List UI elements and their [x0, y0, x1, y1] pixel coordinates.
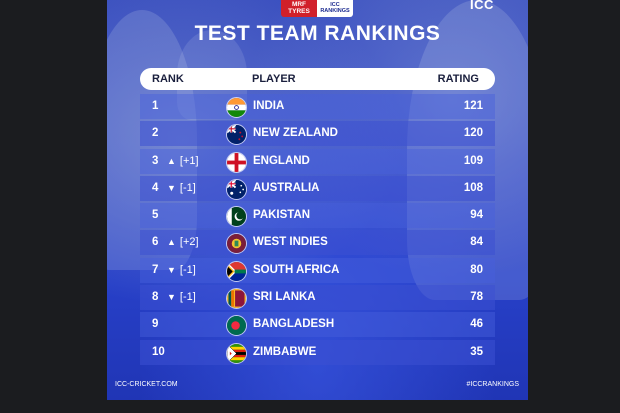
- table-row: 4 ▼ [-1] AUSTRALIA 108: [140, 175, 495, 201]
- rating-cell: 84: [470, 236, 483, 249]
- table-row: 8 ▼ [-1] SRI LANKA 78: [140, 285, 495, 311]
- sponsor-logo: MRF TYRES ICC RANKINGS: [281, 0, 353, 17]
- page-title: TEST TEAM RANKINGS: [194, 22, 441, 45]
- team-name: BANGLADESH: [253, 318, 335, 331]
- zimbabwe-flag-icon: [226, 342, 247, 364]
- table-row: 9 BANGLADESH 46: [140, 312, 495, 338]
- footer-hashtag: #ICCRANKINGS: [466, 381, 519, 388]
- rankings-table: 1 INDIA 121 2 NEW ZEALAND 120 3 ▲ [+1] ENGLAND 109…: [140, 94, 495, 367]
- rank-cell: 1: [152, 100, 159, 112]
- rating-cell: 109: [463, 154, 483, 167]
- rank-cell: 4: [152, 181, 159, 194]
- rank-movement: ▼ [-1]: [167, 291, 196, 303]
- header-rating: RATING: [437, 73, 479, 85]
- australia-flag-icon: [226, 178, 247, 200]
- south-africa-flag-icon: [226, 260, 247, 282]
- header-rank: RANK: [152, 73, 184, 85]
- rank-change: [+2]: [179, 236, 199, 249]
- table-row: 6 ▲ [+2] WEST INDIES 84: [140, 230, 495, 256]
- rank-movement: ▼ [-1]: [167, 182, 196, 194]
- down-arrow-icon: ▼: [167, 264, 176, 275]
- table-row: 1 INDIA 121: [140, 94, 495, 119]
- bangladesh-flag-icon: [226, 315, 247, 337]
- rank-change: [-1]: [179, 181, 196, 194]
- team-name: ENGLAND: [253, 154, 310, 167]
- rankings-card: MRF TYRES ICC RANKINGS ICC TEST TEAM RAN…: [107, 0, 528, 400]
- table-header: RANK PLAYER RATING: [140, 68, 495, 90]
- rating-cell: 121: [463, 100, 483, 112]
- rank-cell: 6: [152, 236, 159, 249]
- team-name: NEW ZEALAND: [253, 127, 338, 140]
- rating-cell: 80: [470, 263, 483, 276]
- sri-lanka-flag-icon: [226, 288, 247, 310]
- rank-change: [+1]: [179, 154, 199, 167]
- down-arrow-icon: ▼: [167, 292, 176, 303]
- table-row: 2 NEW ZEALAND 120: [140, 121, 495, 147]
- rating-cell: 120: [463, 127, 483, 140]
- rank-cell: 3: [152, 154, 159, 167]
- rating-cell: 108: [463, 181, 483, 194]
- new-zealand-flag-icon: [226, 124, 247, 146]
- rank-cell: 2: [152, 127, 159, 140]
- rating-cell: 94: [470, 209, 483, 222]
- rank-cell: 10: [152, 345, 165, 358]
- table-row: 5 PAKISTAN 94: [140, 203, 495, 229]
- team-name: ZIMBABWE: [253, 345, 317, 358]
- header-player: PLAYER: [252, 73, 296, 85]
- rank-movement: ▼ [-1]: [167, 264, 196, 276]
- team-name: INDIA: [253, 100, 285, 112]
- table-row: 3 ▲ [+1] ENGLAND 109: [140, 148, 495, 174]
- rating-cell: 46: [470, 318, 483, 331]
- team-name: AUSTRALIA: [253, 181, 320, 194]
- footer-website: ICC-CRICKET.COM: [115, 381, 178, 388]
- table-row: 7 ▼ [-1] SOUTH AFRICA 80: [140, 257, 495, 283]
- team-name: WEST INDIES: [253, 236, 328, 249]
- down-arrow-icon: ▼: [167, 182, 176, 193]
- team-name: PAKISTAN: [253, 209, 311, 222]
- rank-movement: ▲ [+1]: [167, 155, 199, 167]
- up-arrow-icon: ▲: [167, 155, 176, 166]
- icc-rankings-logo: ICC RANKINGS: [317, 0, 353, 17]
- mrf-logo: MRF TYRES: [281, 0, 317, 17]
- rank-cell: 7: [152, 263, 159, 276]
- rating-cell: 35: [470, 345, 483, 358]
- india-flag-icon: [226, 97, 247, 118]
- rank-cell: 9: [152, 318, 159, 331]
- pakistan-flag-icon: [226, 206, 247, 228]
- rank-cell: 8: [152, 291, 159, 304]
- up-arrow-icon: ▲: [167, 237, 176, 248]
- england-flag-icon: [226, 151, 247, 173]
- table-row: 10 ZIMBABWE 35: [140, 339, 495, 365]
- west-indies-flag-icon: [226, 233, 247, 255]
- rank-change: [-1]: [179, 263, 196, 276]
- team-name: SOUTH AFRICA: [253, 263, 340, 276]
- rank-change: [-1]: [179, 291, 196, 304]
- rank-movement: ▲ [+2]: [167, 236, 199, 248]
- icc-logo: ICC: [470, 0, 494, 12]
- rank-cell: 5: [152, 209, 159, 222]
- team-name: SRI LANKA: [253, 291, 316, 304]
- rating-cell: 78: [470, 291, 483, 304]
